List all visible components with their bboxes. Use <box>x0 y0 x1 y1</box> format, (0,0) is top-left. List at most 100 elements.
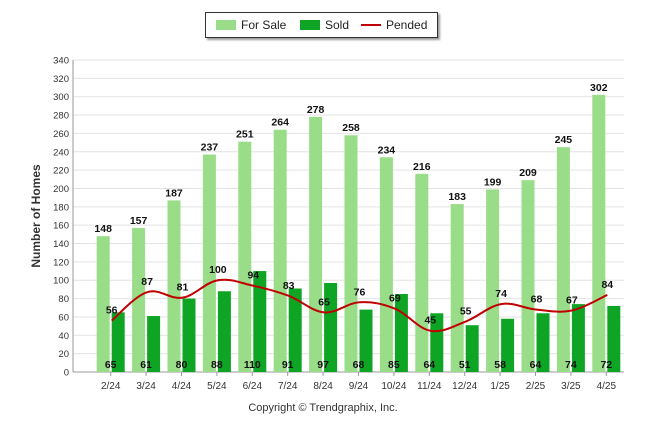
y-tick-label: 320 <box>53 74 69 85</box>
y-tick-label: 120 <box>53 257 69 268</box>
legend-swatch-for-sale <box>216 20 236 30</box>
data-label-pended: 69 <box>389 293 401 305</box>
bar-sold <box>111 312 125 372</box>
data-label-pended: 68 <box>531 294 543 306</box>
bar-sold <box>253 271 267 372</box>
data-label-pended: 100 <box>209 264 227 276</box>
data-label-sold: 64 <box>423 359 435 371</box>
bar-for-sale <box>273 129 287 372</box>
bar-for-sale <box>415 173 429 372</box>
x-tick-label: 4/24 <box>172 381 192 392</box>
bar-for-sale <box>309 116 323 372</box>
data-label-pended: 56 <box>106 305 118 317</box>
bar-sold <box>217 291 231 372</box>
data-label-pended: 81 <box>177 282 189 294</box>
legend-item-for-sale: For Sale <box>216 13 286 37</box>
x-tick-label: 3/24 <box>136 381 156 392</box>
bar-sold <box>147 316 161 372</box>
data-label-pended: 65 <box>318 296 330 308</box>
copyright-footer: Copyright © Trendgraphix, Inc. <box>248 402 398 414</box>
x-tick-label: 3/25 <box>561 381 581 392</box>
x-tick-label: 12/24 <box>452 381 477 392</box>
bar-sold <box>501 318 515 372</box>
x-tick-label: 1/25 <box>490 381 510 392</box>
legend-label-for-sale: For Sale <box>241 18 287 32</box>
data-label-for-sale: 216 <box>413 161 431 173</box>
legend-item-pended: Pended <box>361 13 427 37</box>
y-tick-label: 220 <box>53 166 69 177</box>
x-tick-label: 2/24 <box>101 381 121 392</box>
data-label-for-sale: 157 <box>130 215 148 227</box>
x-tick-label: 7/24 <box>278 381 298 392</box>
y-tick-label: 200 <box>53 184 69 195</box>
data-label-pended: 87 <box>141 276 153 288</box>
x-tick-label: 11/24 <box>417 381 442 392</box>
data-label-sold: 91 <box>282 359 294 371</box>
data-label-for-sale: 237 <box>201 142 219 154</box>
y-tick-label: 0 <box>64 368 69 379</box>
y-axis-title: Number of Homes <box>29 164 43 268</box>
x-tick-label: 4/25 <box>597 381 617 392</box>
x-tick-label: 9/24 <box>349 381 369 392</box>
bar-sold <box>465 325 479 372</box>
data-label-sold: 85 <box>388 359 400 371</box>
bar-for-sale <box>556 147 570 372</box>
bar-sold <box>182 298 196 372</box>
x-tick-label: 6/24 <box>243 381 263 392</box>
legend-label-sold: Sold <box>325 18 350 32</box>
data-label-for-sale: 264 <box>271 117 289 129</box>
bar-for-sale <box>202 154 216 372</box>
data-label-sold: 80 <box>176 359 188 371</box>
y-tick-label: 100 <box>53 276 69 287</box>
y-tick-label: 160 <box>53 221 69 232</box>
x-tick-label: 8/24 <box>313 381 333 392</box>
y-tick-label: 60 <box>58 312 69 323</box>
line-pended <box>111 278 608 333</box>
data-label-pended: 74 <box>495 288 507 300</box>
bar-for-sale <box>344 135 358 372</box>
bar-for-sale <box>486 189 500 372</box>
bar-sold <box>607 305 621 372</box>
data-label-for-sale: 251 <box>236 129 254 141</box>
legend-label-pended: Pended <box>386 18 428 32</box>
data-label-pended: 55 <box>460 306 472 318</box>
y-tick-label: 180 <box>53 202 69 213</box>
data-label-for-sale: 209 <box>519 167 537 179</box>
legend-item-sold: Sold <box>300 13 349 37</box>
y-tick-label: 240 <box>53 147 69 158</box>
bar-for-sale <box>167 200 181 372</box>
x-tick-label: 10/24 <box>381 381 406 392</box>
data-label-sold: 58 <box>494 359 506 371</box>
y-tick-label: 20 <box>58 349 69 360</box>
x-tick-label: 2/25 <box>526 381 546 392</box>
bar-for-sale <box>96 236 110 372</box>
data-label-for-sale: 199 <box>484 176 502 188</box>
data-label-pended: 45 <box>424 315 436 327</box>
y-tick-label: 40 <box>58 331 69 342</box>
data-label-pended: 94 <box>247 270 259 282</box>
bar-sold <box>359 309 373 372</box>
bar-sold <box>430 313 444 372</box>
data-label-for-sale: 183 <box>448 191 466 203</box>
bar-sold <box>324 282 338 372</box>
bar-sold <box>288 288 302 372</box>
bar-for-sale <box>379 157 393 372</box>
bar-for-sale <box>521 180 535 372</box>
data-label-pended: 67 <box>566 295 578 307</box>
data-label-for-sale: 234 <box>378 144 396 156</box>
bar-for-sale <box>238 141 252 372</box>
data-label-sold: 64 <box>530 359 542 371</box>
data-label-for-sale: 278 <box>307 104 325 116</box>
data-label-sold: 74 <box>565 359 577 371</box>
bar-for-sale <box>592 94 606 372</box>
legend-swatch-sold <box>300 20 320 30</box>
y-tick-label: 80 <box>58 294 69 305</box>
y-tick-label: 140 <box>53 239 69 250</box>
bar-sold <box>536 313 550 372</box>
data-label-sold: 65 <box>105 359 117 371</box>
y-tick-label: 300 <box>53 92 69 103</box>
data-label-sold: 68 <box>353 359 365 371</box>
y-tick-label: 260 <box>53 129 69 140</box>
data-label-pended: 84 <box>601 279 613 291</box>
